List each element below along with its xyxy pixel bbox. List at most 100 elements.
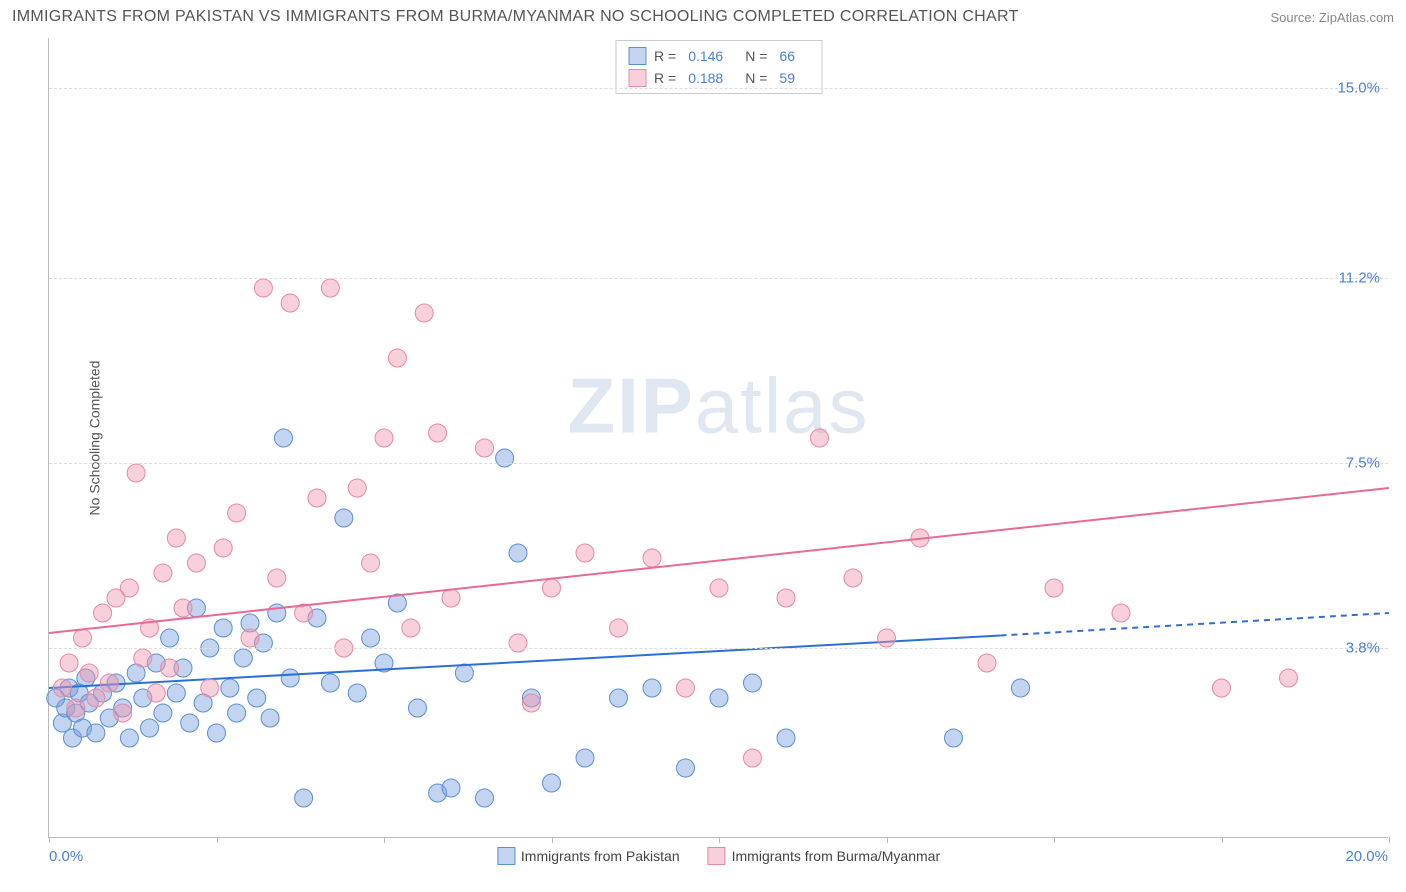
scatter-point — [228, 704, 246, 722]
scatter-point — [710, 689, 728, 707]
legend-row-burma: R = 0.188 N = 59 — [628, 67, 809, 89]
scatter-point — [1045, 579, 1063, 597]
scatter-point — [576, 544, 594, 562]
trend-line — [49, 488, 1389, 633]
scatter-point — [362, 629, 380, 647]
scatter-point — [281, 669, 299, 687]
swatch-pakistan — [628, 47, 646, 65]
scatter-point — [811, 429, 829, 447]
scatter-point — [67, 699, 85, 717]
scatter-point — [181, 714, 199, 732]
scatter-point — [677, 679, 695, 697]
trend-line-extrapolated — [1000, 613, 1389, 636]
x-axis-min-label: 0.0% — [49, 848, 83, 865]
scatter-point — [610, 619, 628, 637]
scatter-point — [321, 674, 339, 692]
legend-row-pakistan: R = 0.146 N = 66 — [628, 45, 809, 67]
scatter-point — [476, 789, 494, 807]
scatter-point — [321, 279, 339, 297]
scatter-point — [154, 704, 172, 722]
scatter-point — [1280, 669, 1298, 687]
scatter-point — [543, 579, 561, 597]
scatter-point — [442, 589, 460, 607]
scatter-point — [87, 689, 105, 707]
scatter-point — [127, 464, 145, 482]
scatter-point — [388, 349, 406, 367]
scatter-point — [161, 629, 179, 647]
scatter-point — [295, 789, 313, 807]
scatter-point — [509, 634, 527, 652]
scatter-point — [60, 654, 78, 672]
chart-header: IMMIGRANTS FROM PAKISTAN VS IMMIGRANTS F… — [12, 8, 1394, 26]
source-attribution: Source: ZipAtlas.com — [1270, 10, 1394, 25]
scatter-point — [120, 729, 138, 747]
scatter-point — [1012, 679, 1030, 697]
legend-series: Immigrants from Pakistan Immigrants from… — [497, 847, 940, 865]
scatter-point — [208, 724, 226, 742]
legend-item-burma: Immigrants from Burma/Myanmar — [708, 847, 940, 865]
scatter-point — [375, 429, 393, 447]
scatter-point — [509, 544, 527, 562]
scatter-point — [254, 279, 272, 297]
scatter-point — [167, 529, 185, 547]
y-tick-label: 7.5% — [1346, 455, 1380, 472]
scatter-point — [348, 684, 366, 702]
scatter-point — [455, 664, 473, 682]
scatter-plot-svg — [49, 38, 1388, 837]
scatter-point — [147, 684, 165, 702]
scatter-point — [281, 294, 299, 312]
scatter-point — [710, 579, 728, 597]
scatter-point — [241, 629, 259, 647]
scatter-point — [268, 569, 286, 587]
scatter-point — [221, 679, 239, 697]
legend-correlation-stats: R = 0.146 N = 66 R = 0.188 N = 59 — [615, 40, 822, 94]
scatter-point — [643, 549, 661, 567]
swatch-pakistan-icon — [497, 847, 515, 865]
scatter-point — [522, 694, 540, 712]
scatter-point — [100, 674, 118, 692]
scatter-point — [415, 304, 433, 322]
scatter-point — [87, 724, 105, 742]
scatter-point — [744, 749, 762, 767]
scatter-point — [53, 679, 71, 697]
scatter-point — [228, 504, 246, 522]
scatter-point — [74, 629, 92, 647]
swatch-burma — [628, 69, 646, 87]
scatter-point — [308, 489, 326, 507]
scatter-point — [201, 679, 219, 697]
scatter-point — [945, 729, 963, 747]
scatter-point — [777, 589, 795, 607]
scatter-point — [348, 479, 366, 497]
scatter-point — [476, 439, 494, 457]
scatter-point — [543, 774, 561, 792]
scatter-point — [576, 749, 594, 767]
scatter-point — [174, 599, 192, 617]
chart-title: IMMIGRANTS FROM PAKISTAN VS IMMIGRANTS F… — [12, 8, 1019, 26]
scatter-point — [80, 664, 98, 682]
scatter-point — [275, 429, 293, 447]
scatter-point — [134, 649, 152, 667]
scatter-point — [167, 684, 185, 702]
y-tick-label: 3.8% — [1346, 640, 1380, 657]
scatter-point — [141, 719, 159, 737]
scatter-point — [234, 649, 252, 667]
scatter-point — [878, 629, 896, 647]
scatter-point — [610, 689, 628, 707]
scatter-point — [402, 619, 420, 637]
scatter-point — [442, 779, 460, 797]
scatter-point — [362, 554, 380, 572]
scatter-point — [777, 729, 795, 747]
scatter-point — [120, 579, 138, 597]
scatter-point — [1213, 679, 1231, 697]
scatter-point — [844, 569, 862, 587]
scatter-point — [248, 689, 266, 707]
scatter-point — [214, 619, 232, 637]
scatter-point — [154, 564, 172, 582]
scatter-point — [496, 449, 514, 467]
scatter-point — [214, 539, 232, 557]
scatter-point — [409, 699, 427, 717]
scatter-point — [744, 674, 762, 692]
scatter-point — [429, 424, 447, 442]
y-tick-label: 15.0% — [1337, 80, 1380, 97]
scatter-point — [978, 654, 996, 672]
